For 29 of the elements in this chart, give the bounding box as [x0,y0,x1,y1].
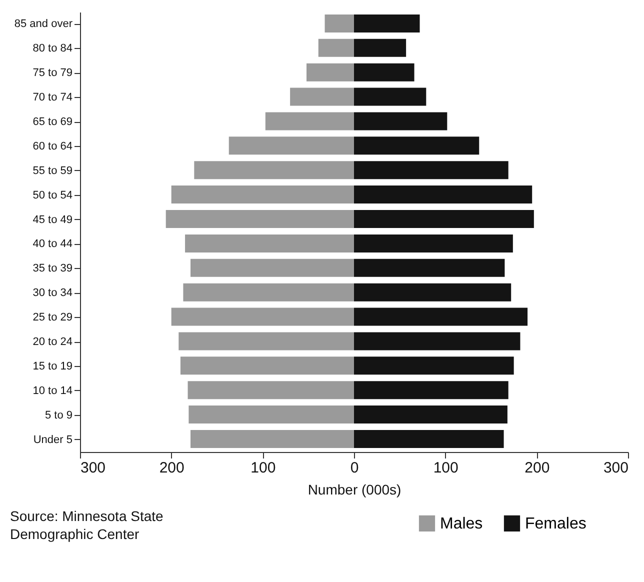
x-tick-label: 200 [524,460,550,476]
legend-label: Females [525,515,586,532]
y-tick-label: 40 to 44 [32,238,72,250]
y-tick-label: 10 to 14 [32,384,72,397]
x-tick-label: 200 [159,460,184,476]
y-tick-label: 85 and over [14,18,73,30]
x-tick-label: 300 [80,460,106,476]
y-tick-label: 65 to 69 [32,116,72,128]
y-tick-label: 55 to 59 [32,164,72,177]
y-tick-label: 5 to 9 [44,409,72,422]
y-tick-label: 35 to 39 [32,262,72,275]
y-tick-label: 30 to 34 [32,287,72,300]
y-tick-label: 50 to 54 [32,189,72,202]
x-tick-label: 100 [250,460,276,476]
x-tick-label: 300 [603,460,628,476]
y-tick-label: 60 to 64 [32,140,72,152]
y-tick-label: 70 to 74 [32,92,72,104]
source-note: Source: Minnesota State Demographic Center [10,508,164,542]
y-tick-label: 15 to 19 [32,360,72,372]
y-tick-label: 75 to 79 [32,67,72,80]
y-tick-label: 20 to 24 [32,336,72,348]
x-tick-label: 0 [350,460,359,476]
y-tick-label: 25 to 29 [32,312,72,324]
y-tick-label: 45 to 49 [32,214,72,226]
y-tick-label: Under 5 [33,434,72,446]
legend-label: Males [440,515,483,532]
y-tick-label: 80 to 84 [32,42,72,55]
x-axis-title: Number (000s) [308,482,402,498]
x-tick-label: 100 [433,460,458,476]
